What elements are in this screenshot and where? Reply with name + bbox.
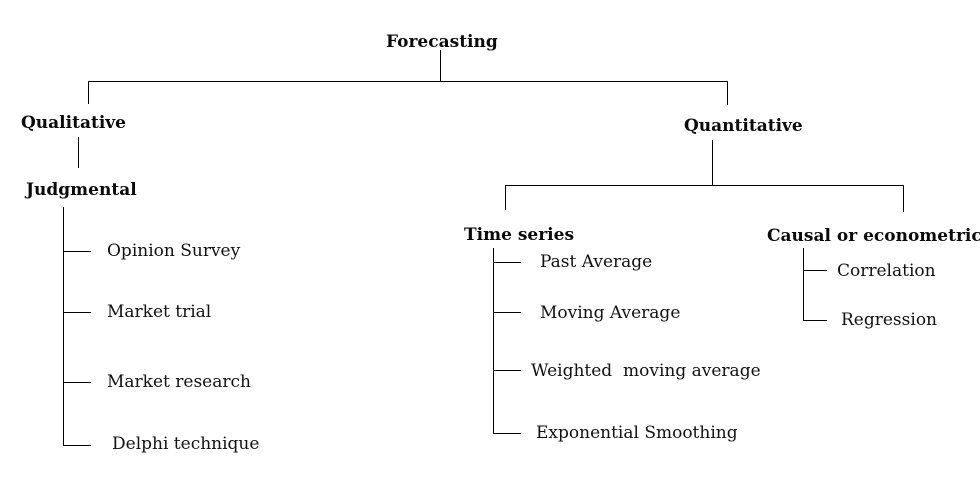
leaf-label-market-research: Market research [107, 372, 251, 392]
branch-label-time-series: Time series [464, 225, 575, 245]
judgmental-tick-line [63, 445, 91, 446]
judgmental-spine-line [63, 207, 64, 445]
leaf-label-market-trial: Market trial [107, 302, 212, 322]
causal-spine-line [803, 248, 804, 320]
time-series-tick-line [493, 370, 521, 371]
branch-label-quantitative: Quantitative [684, 116, 803, 136]
branch-label-causal-or-econometric: Causal or econometric [767, 226, 980, 246]
leaf-label-opinion-survey: Opinion Survey [107, 241, 241, 261]
judgmental-tick-line [63, 312, 91, 313]
main-branch-line [88, 81, 727, 82]
time-series-tick-line [493, 262, 521, 263]
quantitative-drop-line [727, 81, 728, 105]
leaf-label-correlation: Correlation [837, 261, 936, 281]
quantitative-branch-line [505, 185, 903, 186]
judgmental-tick-line [63, 382, 91, 383]
leaf-label-past-average: Past Average [540, 252, 653, 272]
leaf-label-delphi-technique: Delphi technique [112, 434, 260, 454]
root-stem-line [440, 50, 441, 81]
time-series-tick-line [493, 312, 521, 313]
causal-drop-line [903, 185, 904, 212]
judgmental-tick-line [63, 251, 91, 252]
causal-tick-line [803, 320, 827, 321]
branch-label-qualitative: Qualitative [21, 113, 126, 133]
qualitative-drop-line [88, 81, 89, 104]
leaf-label-exponential-smoothing: Exponential Smoothing [536, 423, 738, 443]
time-series-drop-line [505, 185, 506, 210]
leaf-label-weighted-moving-average: Weighted moving average [531, 361, 761, 381]
leaf-label-regression: Regression [841, 310, 937, 330]
time-series-tick-line [493, 433, 521, 434]
causal-tick-line [803, 270, 827, 271]
leaf-label-moving-average: Moving Average [540, 303, 681, 323]
qualitative-judgmental-connector-line [78, 137, 79, 168]
root-label-forecasting: Forecasting [386, 32, 498, 52]
quantitative-stem-line [712, 140, 713, 185]
branch-label-judgmental: Judgmental [26, 180, 137, 200]
time-series-spine-line [493, 248, 494, 433]
